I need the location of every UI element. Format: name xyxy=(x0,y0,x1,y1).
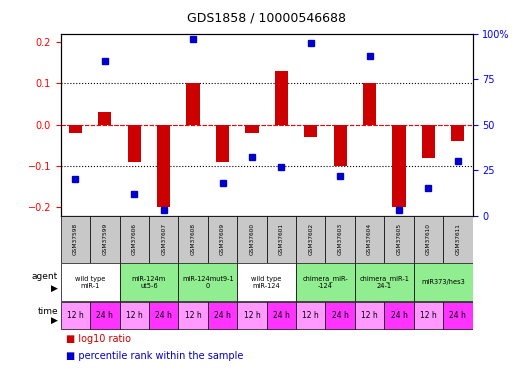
Bar xyxy=(98,112,111,125)
Bar xyxy=(128,125,141,162)
Bar xyxy=(363,83,376,125)
Text: ▶: ▶ xyxy=(51,316,58,325)
Text: 12 h: 12 h xyxy=(303,311,319,320)
Text: agent: agent xyxy=(32,272,58,281)
Text: GSM37607: GSM37607 xyxy=(161,223,166,255)
Text: 24 h: 24 h xyxy=(155,311,172,320)
Text: 24 h: 24 h xyxy=(273,311,290,320)
Bar xyxy=(355,302,384,330)
Bar xyxy=(90,302,119,330)
Text: time: time xyxy=(37,307,58,316)
Bar xyxy=(384,216,414,262)
Bar xyxy=(296,216,325,262)
Text: GSM37600: GSM37600 xyxy=(249,223,254,255)
Bar xyxy=(325,216,355,262)
Bar xyxy=(355,216,384,262)
Bar xyxy=(186,83,200,125)
Text: 12 h: 12 h xyxy=(126,311,143,320)
Bar xyxy=(392,125,406,207)
Bar xyxy=(414,216,443,262)
Text: 24 h: 24 h xyxy=(332,311,348,320)
Text: 12 h: 12 h xyxy=(243,311,260,320)
Text: GSM37602: GSM37602 xyxy=(308,223,313,255)
Text: ■ log10 ratio: ■ log10 ratio xyxy=(66,334,131,344)
Bar xyxy=(443,302,473,330)
Text: GDS1858 / 10000546688: GDS1858 / 10000546688 xyxy=(187,11,346,24)
Bar xyxy=(304,125,317,137)
Text: 12 h: 12 h xyxy=(361,311,378,320)
Text: 24 h: 24 h xyxy=(449,311,466,320)
Bar xyxy=(149,216,178,262)
Text: GSM37610: GSM37610 xyxy=(426,223,431,255)
Bar xyxy=(61,216,90,262)
Bar xyxy=(422,125,435,158)
Text: GSM37603: GSM37603 xyxy=(338,223,343,255)
Text: miR-124m
ut5-6: miR-124m ut5-6 xyxy=(132,276,166,289)
Bar xyxy=(61,302,90,330)
Text: GSM37604: GSM37604 xyxy=(367,223,372,255)
Text: miR-124mut9-1
0: miR-124mut9-1 0 xyxy=(182,276,233,289)
Bar xyxy=(208,302,237,330)
Bar xyxy=(267,216,296,262)
Text: 24 h: 24 h xyxy=(214,311,231,320)
Bar xyxy=(237,216,267,262)
Text: wild type
miR-1: wild type miR-1 xyxy=(75,276,105,289)
Text: 12 h: 12 h xyxy=(420,311,437,320)
Bar xyxy=(275,71,288,125)
Text: GSM37605: GSM37605 xyxy=(397,223,401,255)
Text: wild type
miR-124: wild type miR-124 xyxy=(251,276,282,289)
Bar xyxy=(443,216,473,262)
Text: 24 h: 24 h xyxy=(391,311,408,320)
Bar xyxy=(90,216,119,262)
Bar xyxy=(178,302,208,330)
Bar xyxy=(414,302,443,330)
Bar xyxy=(119,302,149,330)
Text: miR373/hes3: miR373/hes3 xyxy=(421,279,465,285)
Bar xyxy=(246,125,259,133)
Text: 12 h: 12 h xyxy=(185,311,202,320)
Bar xyxy=(414,263,473,301)
Bar xyxy=(355,263,414,301)
Text: chimera_miR-1
24-1: chimera_miR-1 24-1 xyxy=(360,275,409,289)
Bar xyxy=(451,125,465,141)
Text: GSM37606: GSM37606 xyxy=(132,223,137,255)
Text: GSM37599: GSM37599 xyxy=(102,223,107,255)
Bar xyxy=(69,125,82,133)
Bar xyxy=(296,263,355,301)
Bar xyxy=(119,263,178,301)
Bar xyxy=(61,263,119,301)
Bar xyxy=(208,216,237,262)
Bar xyxy=(178,263,237,301)
Bar xyxy=(296,302,325,330)
Text: GSM37601: GSM37601 xyxy=(279,223,284,255)
Bar xyxy=(325,302,355,330)
Bar xyxy=(149,302,178,330)
Bar xyxy=(178,216,208,262)
Bar xyxy=(119,216,149,262)
Bar xyxy=(216,125,229,162)
Text: 12 h: 12 h xyxy=(67,311,84,320)
Text: GSM37609: GSM37609 xyxy=(220,223,225,255)
Text: ■ percentile rank within the sample: ■ percentile rank within the sample xyxy=(66,351,243,361)
Text: GSM37608: GSM37608 xyxy=(191,223,195,255)
Text: GSM37611: GSM37611 xyxy=(455,223,460,255)
Bar xyxy=(157,125,171,207)
Bar xyxy=(237,302,267,330)
Bar xyxy=(334,125,347,166)
Bar xyxy=(237,263,296,301)
Text: 24 h: 24 h xyxy=(97,311,114,320)
Text: GSM37598: GSM37598 xyxy=(73,223,78,255)
Bar xyxy=(267,302,296,330)
Text: chimera_miR-
-124: chimera_miR- -124 xyxy=(303,275,348,289)
Text: ▶: ▶ xyxy=(51,284,58,292)
Bar xyxy=(384,302,414,330)
